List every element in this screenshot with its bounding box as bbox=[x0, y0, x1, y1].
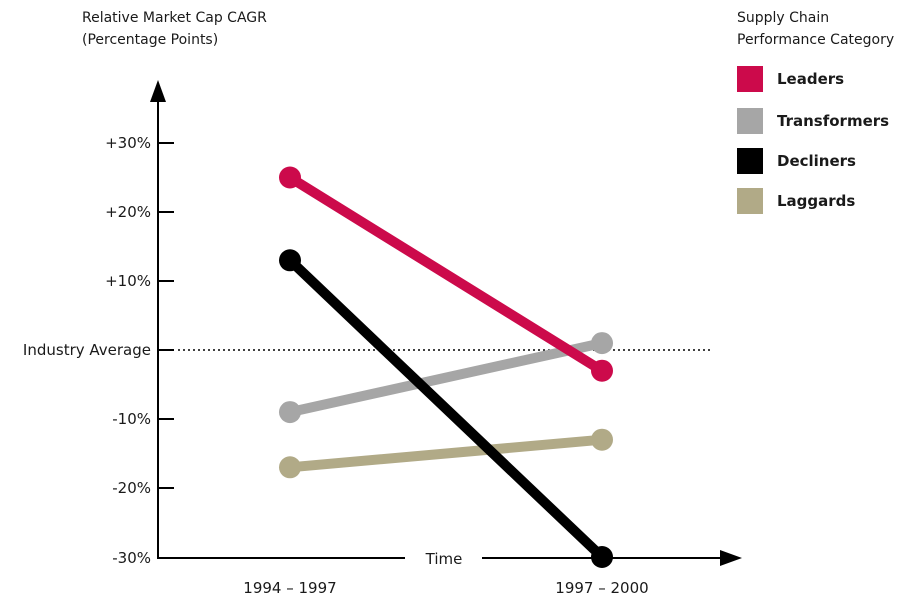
y-axis-arrow bbox=[150, 80, 166, 102]
series-layer bbox=[279, 166, 613, 568]
series-line-transformers bbox=[285, 338, 607, 418]
data-point-laggards-0 bbox=[279, 456, 301, 479]
y-tick-label: +20% bbox=[105, 203, 151, 221]
data-point-laggards-1 bbox=[591, 428, 613, 451]
legend-swatch-leaders bbox=[737, 66, 763, 92]
y-tick-label: +10% bbox=[105, 272, 151, 290]
legend-label-leaders: Leaders bbox=[777, 70, 845, 88]
data-point-leaders-0 bbox=[279, 166, 301, 189]
data-point-transformers-0 bbox=[279, 401, 301, 424]
data-point-leaders-1 bbox=[591, 359, 613, 382]
x-axis-arrow bbox=[720, 550, 742, 566]
series-line-laggards bbox=[285, 434, 607, 473]
legend-label-decliners: Decliners bbox=[777, 152, 856, 170]
legend-item-leaders: Leaders bbox=[737, 66, 844, 92]
legend-label-laggards: Laggards bbox=[777, 192, 856, 210]
legend-item-transformers: Transformers bbox=[737, 108, 889, 134]
y-tick-label: +30% bbox=[105, 134, 151, 152]
data-point-decliners-0 bbox=[279, 249, 301, 272]
legend-item-decliners: Decliners bbox=[737, 148, 856, 174]
y-tick-label: -10% bbox=[112, 410, 151, 428]
x-category-label-1994-1997: 1994 – 1997 bbox=[243, 579, 336, 597]
data-point-transformers-1 bbox=[591, 332, 613, 355]
legend-swatch-decliners bbox=[737, 148, 763, 174]
series-line-leaders bbox=[285, 172, 607, 376]
legend-title-line-1: Supply Chain bbox=[737, 10, 830, 26]
x-axis-title: Time bbox=[425, 550, 463, 568]
legend-title-line-2: Performance Category bbox=[737, 32, 895, 48]
legend-item-laggards: Laggards bbox=[737, 188, 855, 214]
y-axis-label-line-2: (Percentage Points) bbox=[82, 32, 219, 48]
series-line-decliners bbox=[285, 255, 607, 562]
legend-swatch-transformers bbox=[737, 108, 763, 134]
data-point-decliners-1 bbox=[591, 546, 613, 568]
y-tick-label: -30% bbox=[112, 549, 151, 567]
legend-swatch-laggards bbox=[737, 188, 763, 214]
y-ticks: +30% +20% +10% Industry Average -10% -20% -30% bbox=[23, 134, 174, 567]
legend-label-transformers: Transformers bbox=[777, 112, 890, 130]
x-category-label-1997-2000: 1997 – 2000 bbox=[555, 579, 648, 597]
y-tick-label: -20% bbox=[112, 479, 151, 497]
y-axis-label-line-1: Relative Market Cap CAGR bbox=[82, 10, 267, 26]
y-tick-label: Industry Average bbox=[23, 341, 151, 359]
